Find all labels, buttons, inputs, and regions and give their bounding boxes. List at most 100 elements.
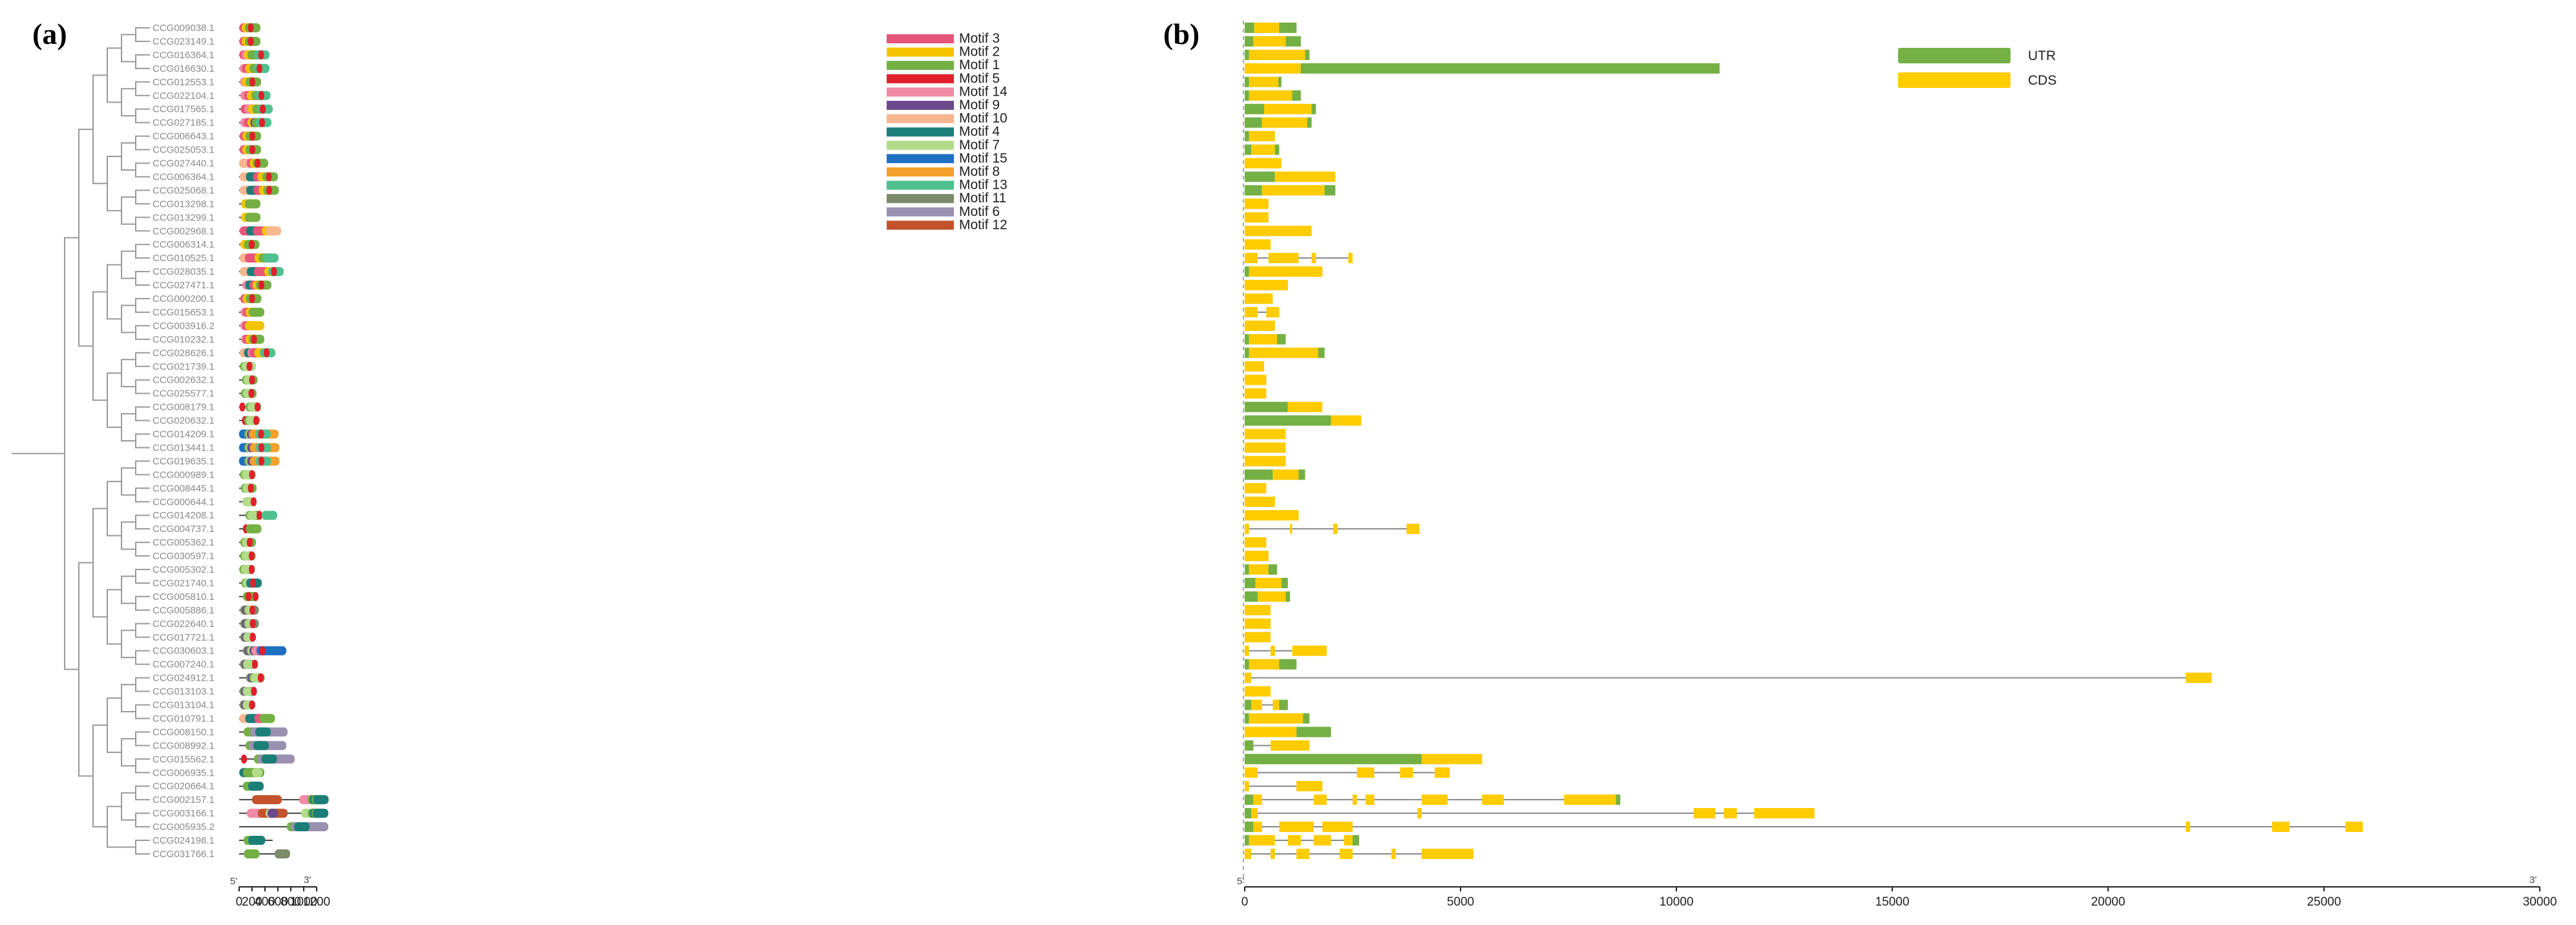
cds-segment — [1344, 835, 1353, 845]
utr-segment — [1303, 713, 1310, 724]
utr-segment — [1245, 103, 1265, 114]
gene-label: CCG008179.1 — [153, 402, 215, 413]
utr-segment — [1245, 415, 1331, 426]
gene-label: CCG006314.1 — [153, 239, 215, 250]
tree-branch — [135, 244, 150, 259]
cds-segment — [1262, 117, 1307, 128]
cds-segment — [1366, 794, 1375, 805]
utr-segment — [1245, 36, 1254, 47]
utr-segment — [1616, 794, 1621, 805]
cds-segment — [1255, 577, 1282, 588]
cds-segment — [1266, 306, 1280, 317]
cds-segment — [1245, 429, 1286, 440]
motif-box: Motif 5 — [253, 416, 259, 425]
tree-branch — [121, 575, 136, 604]
motif-axis-tick-label: 600 — [268, 895, 288, 909]
cds-segment — [1331, 415, 1362, 426]
gene-label: CCG007240.1 — [153, 659, 215, 670]
motif-legend-label: Motif 15 — [959, 151, 1008, 165]
structure-legend-swatch — [1898, 72, 2011, 88]
utr-segment — [1278, 76, 1282, 87]
tree-branch — [135, 406, 150, 421]
gene-label: CCG027185.1 — [153, 118, 215, 129]
tree-branch — [121, 738, 136, 767]
gene-label: CCG024912.1 — [153, 673, 215, 684]
motif-axis-tick-label: 1200 — [303, 895, 330, 909]
cds-segment — [1271, 848, 1275, 859]
utr-segment — [1285, 591, 1291, 602]
cds-segment — [1258, 591, 1286, 602]
gene-label: CCG021739.1 — [153, 361, 215, 372]
motif-axis-tick-label: 1000 — [290, 895, 317, 909]
tree-branch — [135, 677, 150, 692]
motif-box: Motif 4 — [261, 754, 277, 764]
motif-box: Motif 5 — [248, 36, 254, 46]
utr-segment — [1245, 76, 1249, 87]
tree-branch — [121, 304, 136, 334]
cds-segment — [1245, 767, 1258, 778]
motif-legend-label: Motif 7 — [959, 138, 1000, 153]
tree-branch — [135, 758, 150, 774]
cds-segment — [1290, 524, 1293, 535]
motif-legend-label: Motif 5 — [959, 71, 1000, 86]
gene-label: CCG008150.1 — [153, 727, 215, 738]
tree-branch — [107, 47, 121, 103]
tree-branch — [121, 359, 136, 388]
cds-segment — [1417, 808, 1422, 819]
motif-legend-label: Motif 12 — [959, 217, 1008, 232]
cds-segment — [1245, 632, 1271, 643]
gene-label: CCG014208.1 — [153, 510, 215, 521]
utr-segment — [1298, 469, 1305, 480]
tree-branch — [135, 189, 150, 205]
motif-box: Motif 9 — [268, 809, 278, 818]
utr-segment — [1245, 334, 1249, 345]
motif-box: Motif 5 — [249, 240, 255, 250]
motif-box: Motif 5 — [250, 578, 256, 588]
utr-segment — [1245, 90, 1249, 101]
motif-box: Motif 5 — [258, 429, 264, 439]
motif-box: Motif 7 — [252, 768, 262, 778]
tree-branch — [107, 697, 121, 753]
motif-box: Motif 4 — [313, 795, 329, 805]
utr-segment — [1245, 835, 1249, 845]
cds-segment — [1313, 794, 1327, 805]
cds-segment — [1421, 848, 1474, 859]
tree-branch — [121, 196, 136, 225]
tree-branch — [107, 372, 121, 429]
motif-legend-label: Motif 14 — [959, 84, 1008, 99]
cds-segment — [1253, 822, 1262, 833]
tree-branch — [121, 34, 136, 63]
gene-label: CCG003916.2 — [153, 321, 215, 332]
tree-branch — [135, 433, 150, 449]
motif-box: Motif 5 — [249, 294, 255, 303]
gene-label: CCG017721.1 — [153, 632, 215, 643]
motif-legend-swatch — [887, 34, 954, 43]
tree-branch — [92, 507, 107, 618]
tree-branch — [135, 595, 150, 611]
tree-branch — [121, 142, 136, 171]
cds-segment — [1245, 604, 1271, 615]
motif-legend-swatch — [887, 194, 954, 204]
motif-box: Motif 5 — [255, 158, 260, 168]
motif-box: Motif 7 — [243, 659, 253, 669]
tree-branch — [135, 650, 150, 665]
cds-segment — [1249, 564, 1269, 575]
cds-segment — [1564, 794, 1616, 805]
motif-box: Motif 1 — [249, 307, 264, 317]
tree-branch — [135, 324, 150, 340]
gene-label: CCG013103.1 — [153, 686, 215, 697]
cds-segment — [1272, 699, 1280, 710]
gene-label: CCG005362.1 — [153, 537, 215, 548]
tree-branch — [135, 704, 150, 719]
gene-label: CCG005935.2 — [153, 822, 215, 833]
motif-box: Motif 13 — [263, 253, 279, 263]
cds-segment — [1245, 226, 1312, 237]
gene-label: CCG019635.1 — [153, 456, 215, 467]
utr-segment — [1305, 49, 1310, 60]
gene-label: CCG030603.1 — [153, 646, 215, 657]
cds-segment — [1253, 63, 1301, 74]
panel-a-label: (a) — [32, 17, 67, 50]
motif-legend-swatch — [887, 167, 954, 176]
tree-branch — [107, 589, 121, 645]
